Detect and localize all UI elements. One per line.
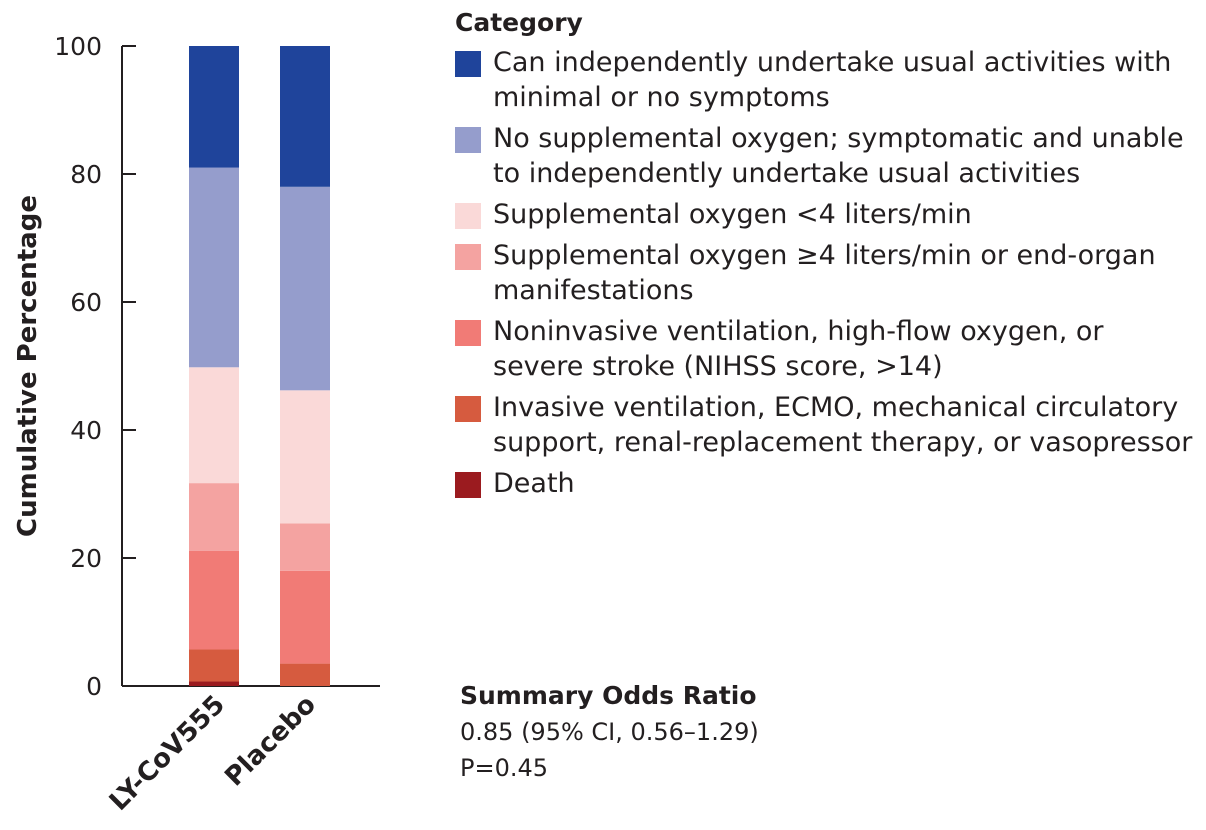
x-tick-label: LY-CoV555 xyxy=(104,690,231,817)
legend-item: Noninvasive ventilation, high-flow oxyge… xyxy=(455,314,1200,384)
bar-segment xyxy=(280,390,330,524)
y-axis-label: Cumulative Percentage xyxy=(13,195,43,537)
legend-swatch xyxy=(455,472,481,498)
legend-swatch xyxy=(455,244,481,270)
legend-label: Supplemental oxygen ≥4 liters/min or end… xyxy=(493,240,1156,306)
legend-item: Invasive ventilation, ECMO, mechanical c… xyxy=(455,390,1200,460)
bar-segment xyxy=(189,681,239,686)
legend-item: Death xyxy=(455,466,1200,501)
bar-segment xyxy=(189,167,239,368)
bar-segment xyxy=(280,663,330,686)
bar-segment xyxy=(189,46,239,168)
bar-segment xyxy=(280,186,330,391)
legend-item: Supplemental oxygen <4 liters/min xyxy=(455,197,1200,232)
x-tick-label: Placebo xyxy=(219,690,322,793)
summary-p-value: P=0.45 xyxy=(460,754,549,782)
legend-swatch xyxy=(455,51,481,77)
bar-segment xyxy=(189,550,239,650)
legend-label: No supplemental oxygen; symptomatic and … xyxy=(493,123,1184,189)
bar-segment xyxy=(189,649,239,682)
bar-segment xyxy=(189,367,239,484)
y-tick-label: 60 xyxy=(70,288,102,317)
legend: Category Can independently undertake usu… xyxy=(455,8,1200,507)
y-tick-label: 80 xyxy=(70,160,102,189)
stacked-bar-chart: 0 20 40 60 80 100 Cumulative Percentage LY-CoV5… xyxy=(13,32,380,817)
legend-label: Noninvasive ventilation, high-flow oxyge… xyxy=(493,316,1104,382)
legend-item: Supplemental oxygen ≥4 liters/min or end… xyxy=(455,238,1200,308)
legend-label: Invasive ventilation, ECMO, mechanical c… xyxy=(493,392,1193,458)
legend-swatch xyxy=(455,396,481,422)
legend-item: Can independently undertake usual activi… xyxy=(455,45,1200,115)
y-tick-label: 100 xyxy=(54,32,102,61)
legend-items: Can independently undertake usual activi… xyxy=(455,45,1200,501)
y-tick-label: 20 xyxy=(70,544,102,573)
legend-item: No supplemental oxygen; symptomatic and … xyxy=(455,121,1200,191)
y-tick-label: 40 xyxy=(70,416,102,445)
bar-segment xyxy=(189,483,239,551)
legend-swatch xyxy=(455,203,481,229)
bar-segment xyxy=(280,46,330,187)
legend-label: Death xyxy=(493,468,575,499)
legend-swatch xyxy=(455,320,481,346)
legend-label: Can independently undertake usual activi… xyxy=(493,47,1172,113)
legend-label: Supplemental oxygen <4 liters/min xyxy=(493,199,972,230)
bar-segment xyxy=(280,523,330,571)
y-tick-label: 0 xyxy=(86,672,102,701)
bar-segment xyxy=(280,570,330,664)
legend-title: Category xyxy=(455,8,583,37)
summary-title: Summary Odds Ratio xyxy=(460,681,757,710)
summary-box: Summary Odds Ratio 0.85 (95% CI, 0.56–1.… xyxy=(460,678,759,786)
summary-odds-ratio: 0.85 (95% CI, 0.56–1.29) xyxy=(460,718,759,746)
legend-swatch xyxy=(455,127,481,153)
